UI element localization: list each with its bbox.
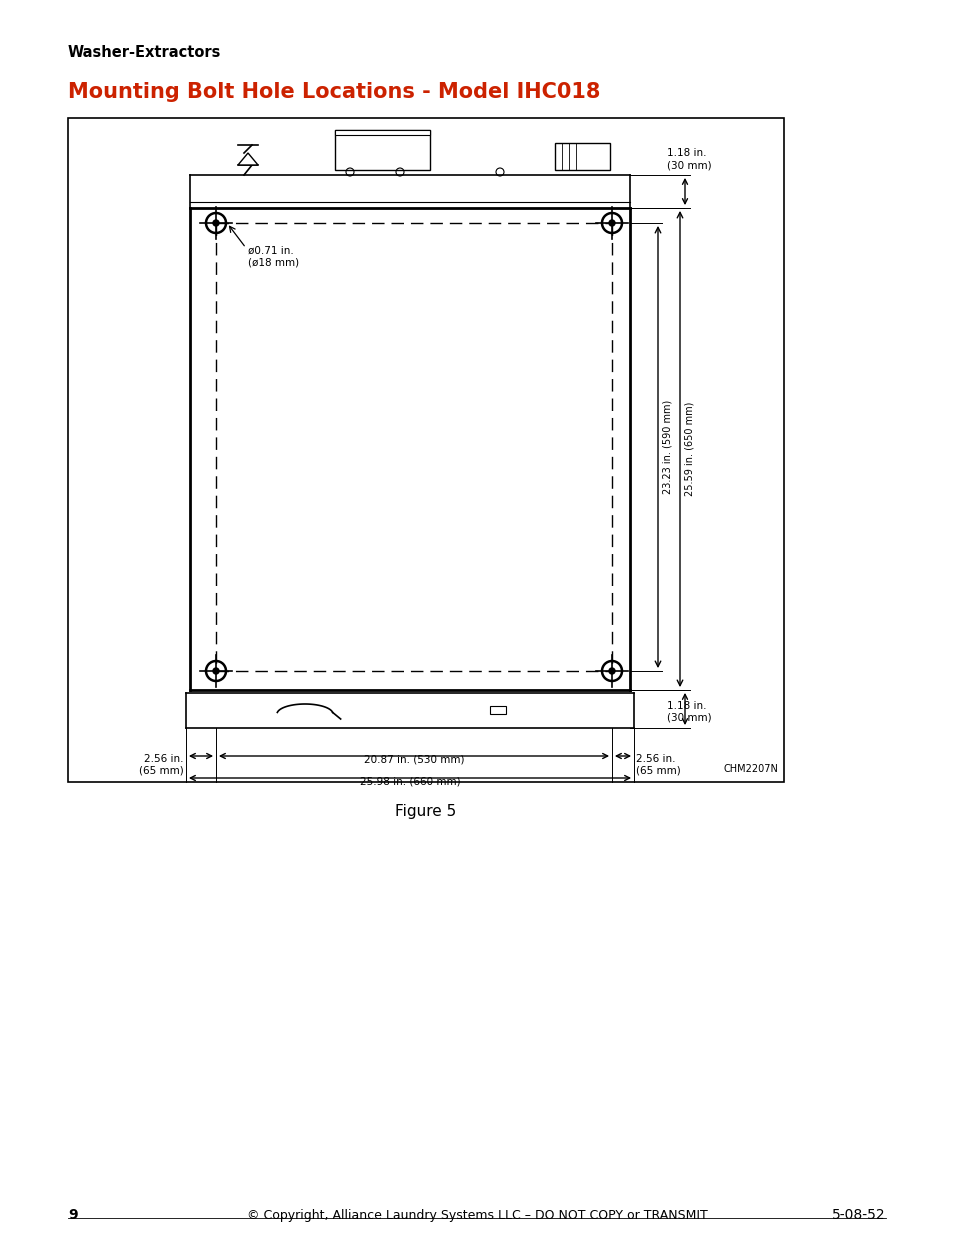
Text: 2.56 in.
(65 mm): 2.56 in. (65 mm) xyxy=(636,755,680,776)
Text: 2.56 in.
(65 mm): 2.56 in. (65 mm) xyxy=(139,755,184,776)
Polygon shape xyxy=(237,153,257,165)
Bar xyxy=(555,143,609,170)
Circle shape xyxy=(213,668,219,674)
Text: ø0.71 in.
(ø18 mm): ø0.71 in. (ø18 mm) xyxy=(248,246,299,268)
Text: Figure 5: Figure 5 xyxy=(395,804,456,819)
Bar xyxy=(335,130,430,135)
Bar xyxy=(335,130,430,170)
Text: Mounting Bolt Hole Locations - Model IHC018: Mounting Bolt Hole Locations - Model IHC… xyxy=(68,82,599,103)
Text: 1.18 in.
(30 mm): 1.18 in. (30 mm) xyxy=(666,148,711,170)
Text: 25.59 in. (650 mm): 25.59 in. (650 mm) xyxy=(684,401,695,496)
Bar xyxy=(490,706,505,714)
Text: Washer-Extractors: Washer-Extractors xyxy=(68,44,221,61)
Bar xyxy=(68,119,783,782)
Text: 23.23 in. (590 mm): 23.23 in. (590 mm) xyxy=(662,400,672,494)
Circle shape xyxy=(213,220,219,226)
Text: 9: 9 xyxy=(68,1208,77,1221)
Text: 25.98 in. (660 mm): 25.98 in. (660 mm) xyxy=(359,776,460,785)
Circle shape xyxy=(608,668,615,674)
Text: CHM2207N: CHM2207N xyxy=(722,764,778,774)
Text: 20.87 in. (530 mm): 20.87 in. (530 mm) xyxy=(363,755,464,764)
Text: 5-08-52: 5-08-52 xyxy=(832,1208,885,1221)
Text: 1.18 in.
(30 mm): 1.18 in. (30 mm) xyxy=(666,701,711,722)
Circle shape xyxy=(608,220,615,226)
Text: © Copyright, Alliance Laundry Systems LLC – DO NOT COPY or TRANSMIT: © Copyright, Alliance Laundry Systems LL… xyxy=(247,1209,706,1221)
